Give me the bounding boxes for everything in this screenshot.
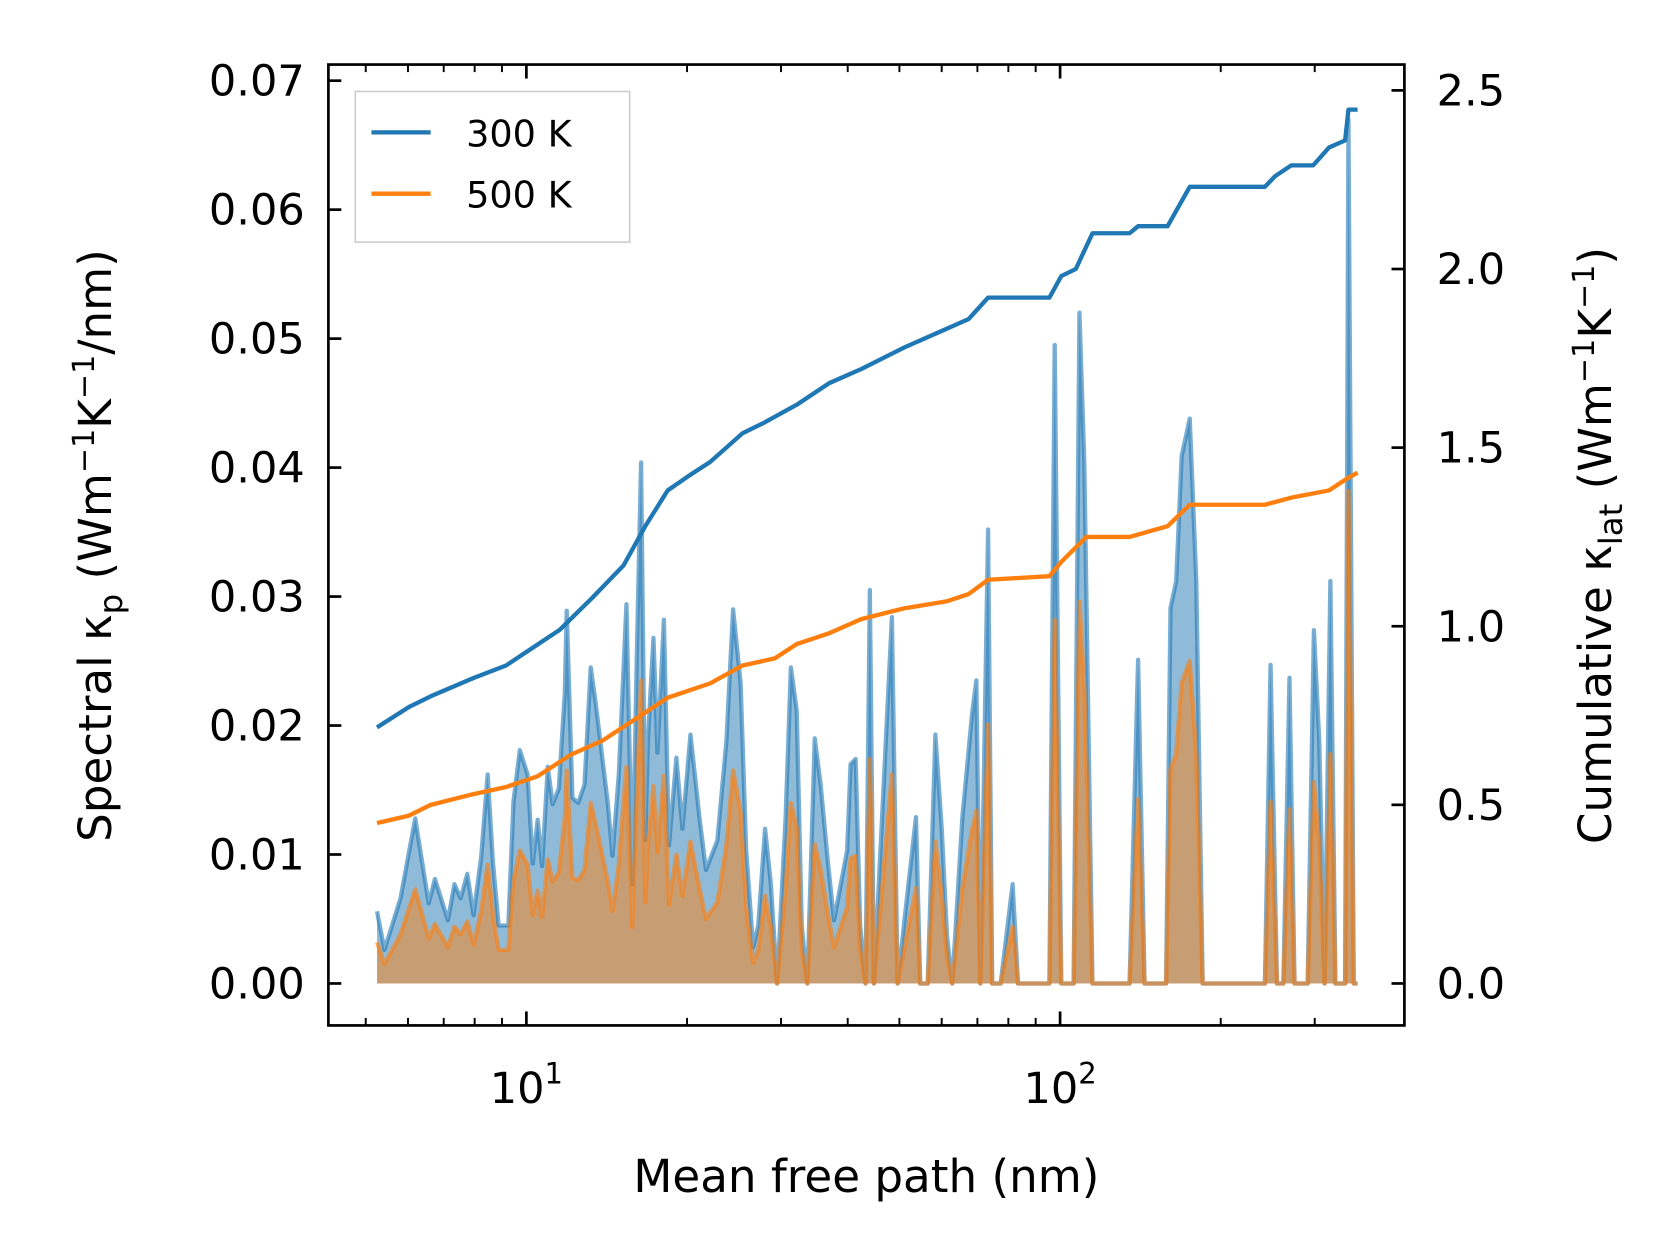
y-right-tick-label: 2.0	[1437, 245, 1505, 295]
plot-area	[374, 107, 1359, 986]
y-left-tick-label: 0.01	[209, 831, 305, 881]
x-tick-label-100: 102	[1023, 1057, 1096, 1114]
y-axis-label-left: Spectral κp (Wm−1K−1/nm)	[67, 249, 130, 842]
y-right-tick-label: 1.5	[1437, 424, 1505, 474]
y-left-tick-label: 0.07	[209, 57, 305, 107]
axes-frame	[327, 63, 1406, 1027]
y-axis-label-right: Cumulative κlat (Wm−1K−1)	[1567, 247, 1630, 844]
y-right-tick-label: 1.0	[1437, 602, 1505, 652]
cumulative-line-300k	[375, 107, 1358, 730]
legend: 300 K 500 K	[354, 90, 631, 243]
y-left-tick-label: 0.04	[209, 444, 305, 494]
axis-ticks: 0.00 0.01 0.02 0.03 0.04 0.05 0.06 0.07 0.0 0.5 1.…	[209, 57, 1505, 1026]
y-right-tick-label: 2.5	[1437, 66, 1505, 116]
y-left-tick-label: 0.02	[209, 702, 305, 752]
y-left-tick-label: 0.00	[209, 960, 305, 1010]
spectral-area-300k	[377, 119, 1358, 984]
y-left-tick-label: 0.05	[209, 315, 305, 365]
x-axis-label: Mean free path (nm)	[633, 1150, 1099, 1203]
y-left-tick-label: 0.06	[209, 186, 305, 236]
legend-box	[354, 90, 631, 243]
spectral-area-500k	[377, 490, 1358, 984]
spectral-line-500k	[374, 488, 1358, 986]
legend-label-300k: 300 K	[466, 112, 572, 155]
legend-label-500k: 500 K	[466, 174, 572, 217]
cumulative-line-500k	[376, 470, 1359, 826]
y-left-tick-label: 0.03	[209, 573, 305, 623]
x-tick-label-10: 101	[490, 1057, 563, 1114]
y-right-tick-label: 0.5	[1437, 781, 1505, 831]
y-right-tick-label: 0.0	[1437, 960, 1505, 1010]
